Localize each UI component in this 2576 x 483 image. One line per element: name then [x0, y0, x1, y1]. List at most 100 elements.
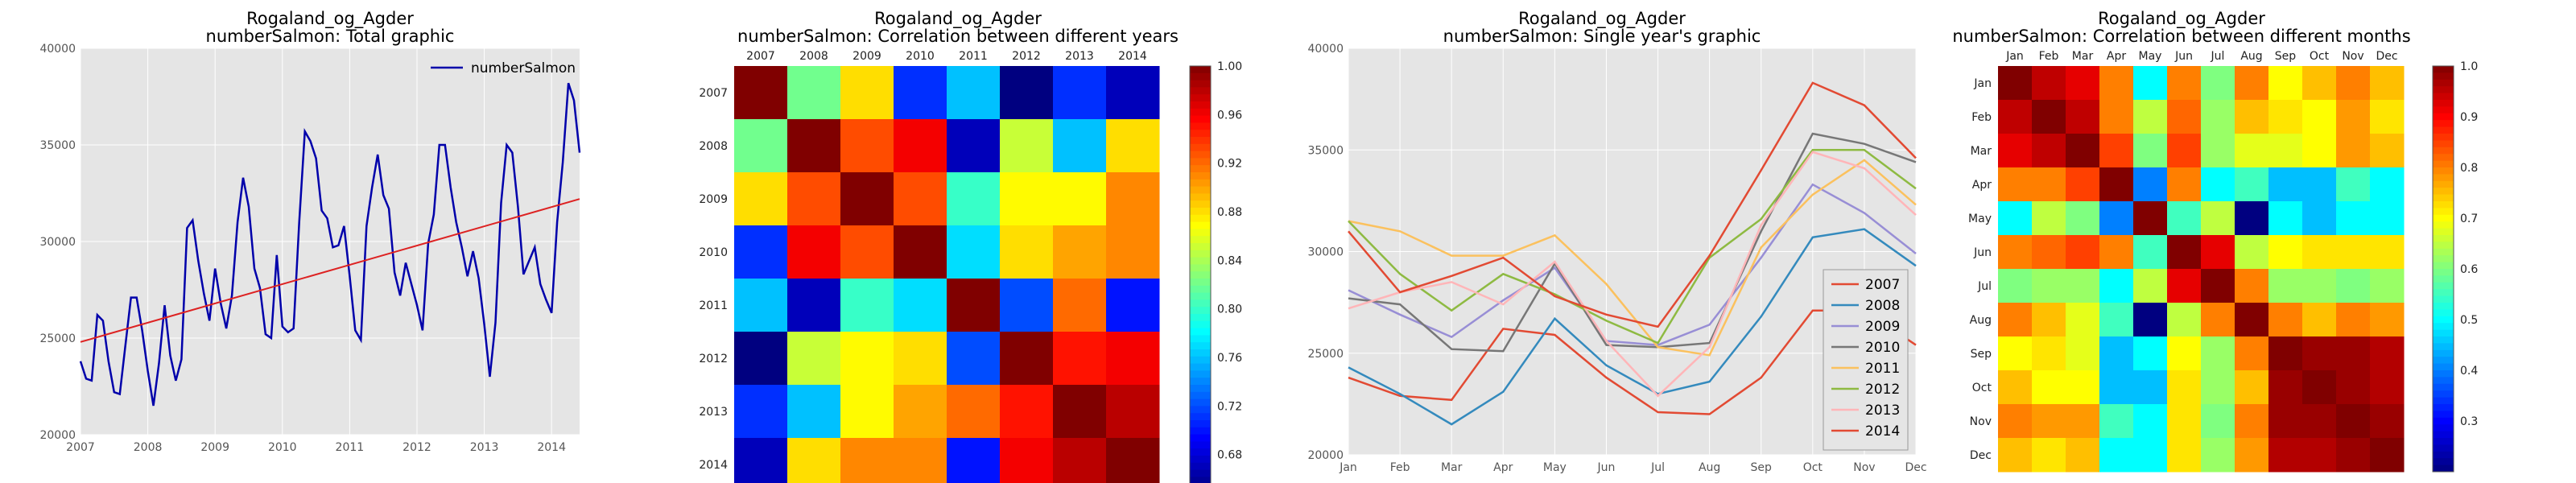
- chart4-colorbar-band: [2433, 154, 2454, 162]
- chart4-cell: [1998, 66, 2033, 101]
- chart2-colorbar-band: [1190, 151, 1211, 159]
- chart4-cell: [2201, 201, 2235, 236]
- chart2-cell: [787, 279, 841, 332]
- chart4-cell: [2133, 269, 2168, 303]
- chart4-cell: [2099, 100, 2134, 134]
- chart4-colorbar-band: [2433, 235, 2454, 242]
- chart2-colorbar-band: [1190, 385, 1211, 393]
- chart2-colorbar-band: [1190, 72, 1211, 81]
- chart4-cell: [2167, 269, 2202, 303]
- chart2-cell: [1106, 279, 1160, 332]
- chart3-x-tick-label: Jun: [1597, 461, 1616, 474]
- chart2-cell: [947, 225, 1001, 279]
- chart3-legend-label: 2008: [1865, 298, 1900, 314]
- chart4-cell: [2370, 167, 2405, 202]
- chart4-cell: [2235, 269, 2269, 303]
- chart3-series-line: [1348, 81, 1917, 328]
- chart4-cell: [2167, 438, 2202, 473]
- chart4-colorbar-band: [2433, 79, 2454, 87]
- chart4-colorbar-band: [2433, 397, 2454, 405]
- chart4-cell: [2268, 438, 2303, 473]
- chart2-colorbar-band: [1190, 292, 1211, 300]
- chart2-colorbar-band: [1190, 143, 1211, 152]
- chart2-cell: [1106, 332, 1160, 386]
- chart2-cell: [734, 279, 788, 332]
- chart2-cell: [947, 385, 1001, 439]
- chart4-colorbar-band: [2433, 383, 2454, 391]
- chart2-colorbar-band: [1190, 165, 1211, 173]
- chart3-legend-label: 2009: [1865, 319, 1900, 335]
- chart3-legend-label: 2011: [1865, 361, 1900, 377]
- chart4-cell: [2370, 438, 2405, 473]
- chart2-cell: [1053, 385, 1107, 439]
- chart4-colorbar-band: [2433, 106, 2454, 114]
- chart2-cell: [1106, 225, 1160, 279]
- chart-month-correlation: Rogaland_og_Agder numberSalmon: Correlat…: [1952, 9, 2478, 473]
- chart3-series-line: [1348, 151, 1917, 398]
- chart2-colorbar-band: [1190, 264, 1211, 272]
- chart2-cell: [1106, 119, 1160, 173]
- chart4-cell: [2133, 336, 2168, 371]
- chart4-cell: [2032, 235, 2066, 270]
- chart4-cell: [2066, 336, 2100, 371]
- chart2-cell: [840, 119, 894, 173]
- chart4-cell: [2099, 404, 2134, 439]
- chart4-colorbar-band: [2433, 329, 2454, 337]
- chart4-cell: [2302, 404, 2337, 439]
- chart4-cell: [2133, 438, 2168, 473]
- chart4-cell: [2268, 167, 2303, 202]
- chart4-cell: [2032, 134, 2066, 168]
- chart4-x-label: Sep: [2275, 50, 2297, 63]
- chart2-cell: [1000, 438, 1054, 483]
- chart2-cell: [1053, 332, 1107, 386]
- chart4-cell: [2302, 336, 2337, 371]
- chart3-legend-label: 2014: [1865, 423, 1900, 440]
- chart4-cell: [2032, 404, 2066, 439]
- chart2-cell: [840, 279, 894, 332]
- chart4-colorbar-band: [2433, 248, 2454, 256]
- chart2-colorbar-band: [1190, 172, 1211, 180]
- chart3-x-tick-label: Feb: [1390, 461, 1410, 474]
- chart2-y-label: 2011: [699, 299, 728, 312]
- chart1-x-tick-label: 2014: [537, 441, 566, 454]
- chart4-x-label: Jun: [2174, 50, 2193, 63]
- chart2-colorbar-label: 0.88: [1217, 206, 1242, 219]
- chart2-colorbar-band: [1190, 279, 1211, 287]
- chart4-cell: [2099, 303, 2134, 337]
- chart4-colorbar-band: [2433, 343, 2454, 351]
- chart4-cell: [1998, 269, 2033, 303]
- chart4-cell: [2235, 134, 2269, 168]
- chart4-cell: [2201, 167, 2235, 202]
- chart4-cell: [2099, 235, 2134, 270]
- chart3-y-tick-label: 35000: [1307, 144, 1344, 157]
- chart4-colorbar-band: [2433, 214, 2454, 222]
- chart2-cell: [947, 279, 1001, 332]
- chart4-cell: [2066, 303, 2100, 337]
- chart2-colorbar-band: [1190, 122, 1211, 130]
- chart2-colorbar-band: [1190, 342, 1211, 350]
- chart4-cell: [2370, 269, 2405, 303]
- chart4-colorbar-label: 0.8: [2460, 162, 2478, 175]
- chart4-cell: [2302, 66, 2337, 101]
- chart2-colorbar-band: [1190, 179, 1211, 188]
- chart4-y-label: Jun: [1973, 246, 1992, 259]
- chart4-cell: [2370, 404, 2405, 439]
- chart4-x-label: Dec: [2376, 50, 2397, 63]
- chart4-x-label: Feb: [2039, 50, 2059, 63]
- chart4-colorbar-band: [2433, 458, 2454, 466]
- chart4-y-label: Oct: [1972, 382, 1992, 394]
- chart4-y-label: Jan: [1973, 77, 1992, 90]
- chart4-cell: [1998, 134, 2033, 168]
- chart1-y-tick-label: 35000: [39, 139, 76, 152]
- chart4-y-label: Nov: [1970, 415, 1992, 428]
- chart4-cell: [2336, 201, 2371, 236]
- chart4-cell: [2370, 303, 2405, 337]
- chart4-cell: [2370, 100, 2405, 134]
- chart1-x-tick-label: 2011: [336, 441, 365, 454]
- chart2-colorbar-band: [1190, 299, 1211, 308]
- chart1-title: Rogaland_og_Agder: [246, 9, 414, 29]
- chart4-colorbar-band: [2433, 242, 2454, 250]
- chart2-colorbar-label: 0.68: [1217, 449, 1242, 462]
- chart2-colorbar-band: [1190, 137, 1211, 145]
- chart3-x-tick-label: Aug: [1699, 461, 1720, 474]
